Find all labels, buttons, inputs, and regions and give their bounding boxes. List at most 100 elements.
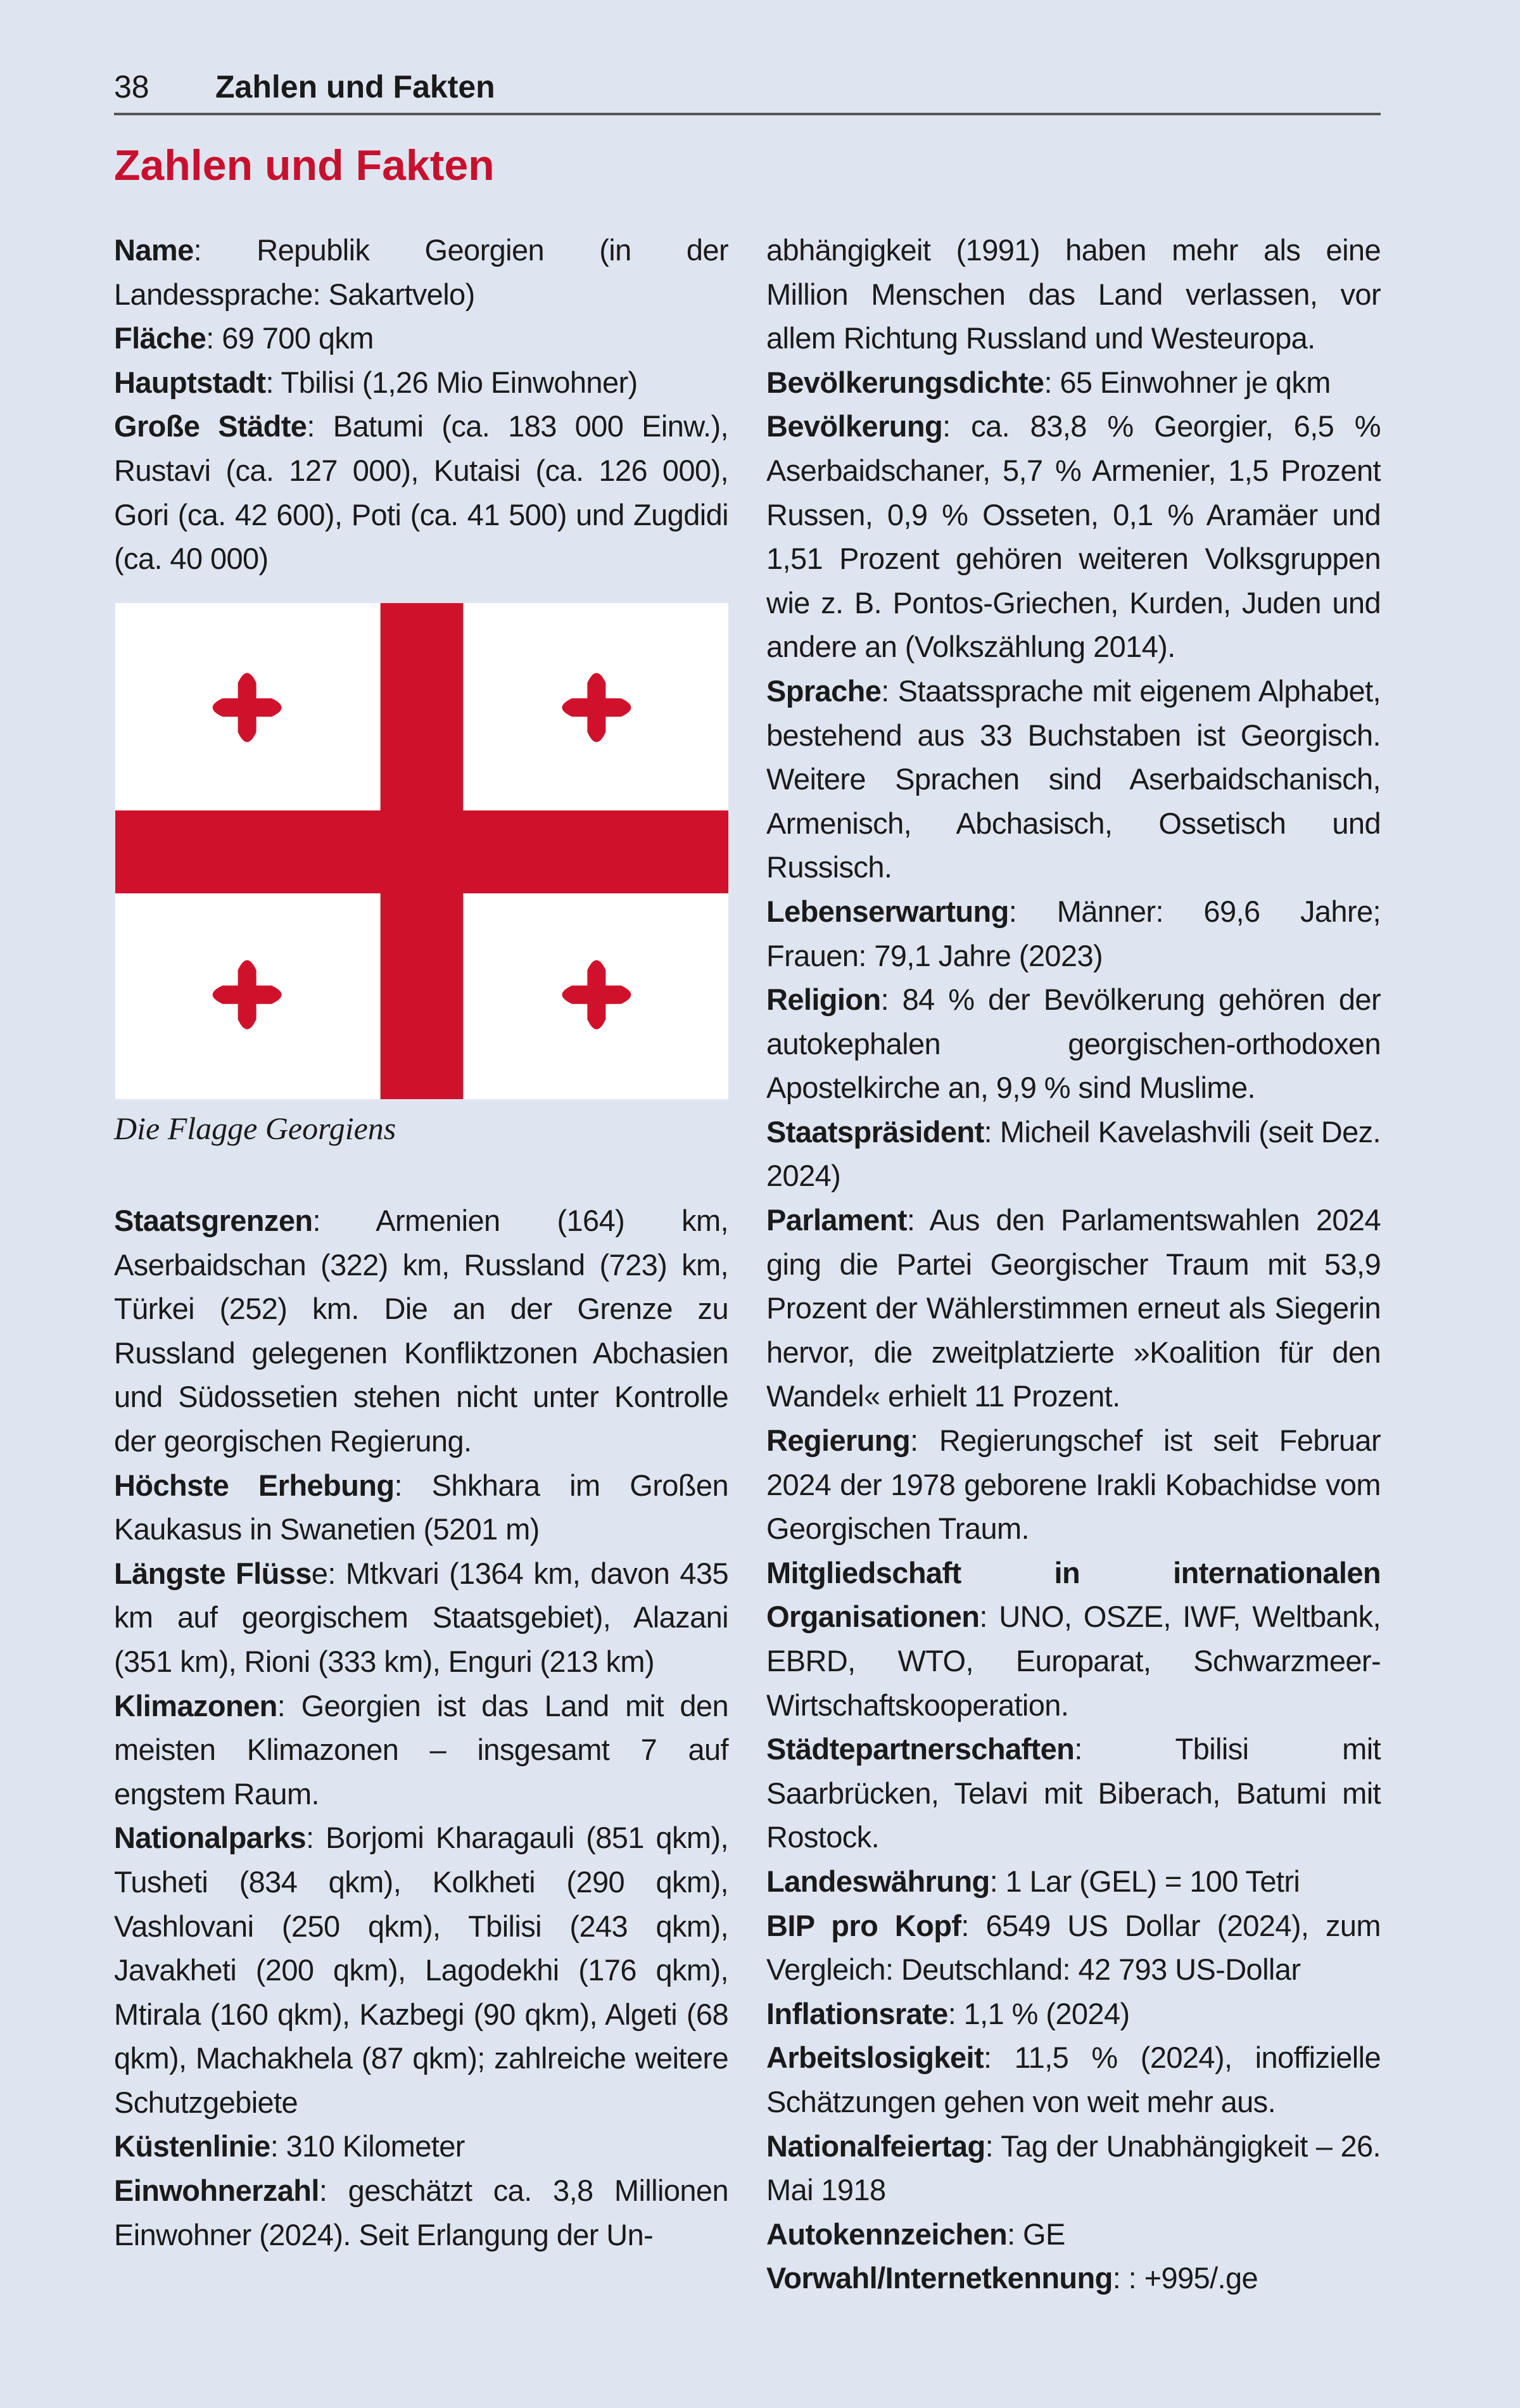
fact-text: : Tag der Unabhängigkeit – 26. Mai 1918 — [766, 2129, 1381, 2207]
fact-text: : Aus den Parlamentswahlen 2024 ging die… — [766, 1203, 1381, 1413]
fact-text: : Männer: 69,6 Jahre; Frauen: 79,1 Jahre… — [766, 894, 1381, 972]
fact-label: BIP pro Kopf — [766, 1908, 961, 1942]
fact-text: : 84 % der Bevölkerung gehören der autok… — [766, 983, 1381, 1105]
running-header: 38 Zahlen und Fakten — [114, 68, 1381, 115]
fact-text: : UNO, OSZE, IWF, Weltbank, EBRD, WTO, E… — [766, 1600, 1381, 1722]
fact-text: : 69 700 qkm — [206, 321, 374, 355]
fact-entry: Bevölkerungsdichte: 65 Einwohner je qkm — [766, 360, 1381, 405]
fact-entry: Vorwahl/Internetkennung: : +995/.ge — [766, 2256, 1381, 2300]
fact-entry: Parlament: Aus den Parlamentswahlen 2024… — [766, 1198, 1381, 1418]
fact-text: : Republik Georgien (in der Landessprach… — [114, 233, 729, 311]
fact-label: Parlament — [766, 1203, 907, 1237]
fact-entry: Regierung: Regierungschef ist seit Febru… — [766, 1418, 1381, 1551]
fact-label: Klimazonen — [114, 1688, 277, 1723]
fact-text: : 1 Lar (GEL) = 100 Tetri — [989, 1864, 1300, 1898]
fact-entry: Autokennzeichen: GE — [766, 2212, 1381, 2257]
fact-label: Mitgliedschaft in internationalen Organi… — [766, 1555, 1381, 1634]
fact-label: Städtepartnerschaften — [766, 1732, 1075, 1766]
fact-text: : 65 Einwohner je qkm — [1044, 365, 1331, 399]
fact-entry: Hauptstadt: Tbilisi (1,26 Mio Einwohner) — [114, 360, 728, 405]
fact-entry: Nationalparks: Borjomi Kharagauli (851 q… — [114, 1816, 729, 2124]
fact-entry: Küstenlinie: 310 Kilometer — [114, 2124, 728, 2169]
fact-label: Bevölkerungsdichte — [766, 365, 1044, 399]
fact-text: : 6549 US Dollar (2024), zum Vergleich: … — [766, 1908, 1381, 1987]
fact-label: Längste Flüss — [114, 1556, 312, 1590]
fact-label: Bevölkerung — [766, 409, 943, 443]
page-number: 38 — [114, 69, 149, 105]
fact-label: Höchste Erhebung — [114, 1468, 395, 1502]
fact-text: : GE — [1007, 2217, 1065, 2251]
fact-entry: Längste Flüsse: Mtkvari (1364 km, davon … — [114, 1551, 729, 1684]
fact-label: Staatsgrenzen — [114, 1204, 313, 1237]
flag-small-cross — [212, 960, 282, 1029]
fact-text: : Georgien ist das Land mit den meisten … — [114, 1688, 729, 1811]
fact-label: Große Städte — [114, 409, 307, 443]
fact-text: : 11,5 % (2024), inoffizielle Schätzunge… — [766, 2041, 1381, 2118]
fact-text: : Micheil Kavelashvili (seit Dez. 2024) — [766, 1114, 1381, 1193]
fact-label: Lebenserwartung — [766, 894, 1009, 928]
fact-entry: Große Städte: Batumi (ca. 183 000 Einw.)… — [114, 404, 729, 580]
fact-label: Hauptstadt — [114, 365, 266, 399]
fact-label: Regierung — [766, 1424, 911, 1458]
fact-entry: BIP pro Kopf: 6549 US Dollar (2024), zum… — [766, 1904, 1381, 1992]
fact-label: Küstenlinie — [114, 2129, 270, 2163]
fact-entry: Höchste Erhebung: Shkhara im Großen Kauk… — [114, 1463, 729, 1551]
fact-label: Fläche — [114, 321, 206, 355]
fact-entry: Sprache: Staatssprache mit eigenem Alpha… — [766, 669, 1381, 889]
running-section-title: Zahlen und Fakten — [215, 69, 495, 105]
georgia-flag-image — [115, 603, 728, 1099]
fact-text: abhängigkeit (1991) haben mehr als eine … — [766, 233, 1381, 355]
fact-text: : Tbilisi mit Saarbrücken, Telavi mit Bi… — [766, 1732, 1381, 1854]
fact-text: : 1,1 % (2024) — [947, 1996, 1130, 2030]
fact-entry: Landeswährung: 1 Lar (GEL) = 100 Tetri — [766, 1859, 1381, 1904]
fact-entry: Bevölkerung: ca. 83,8 % Georgier, 6,5 % … — [766, 404, 1381, 669]
fact-label: Inflationsrate — [766, 1996, 948, 2030]
fact-entry: Arbeitslosigkeit: 11,5 % (2024), inoffiz… — [766, 2035, 1381, 2124]
fact-text: : geschätzt ca. 3,8 Millionen Einwohner … — [114, 2174, 729, 2252]
page-title: Zahlen und Fakten — [114, 141, 495, 189]
flag-small-cross — [212, 673, 282, 742]
fact-label: Name — [114, 233, 194, 267]
fact-text: : Borjomi Kharagauli (851 qkm), Tusheti … — [114, 1821, 729, 2119]
fact-label: Einwohnerzahl — [114, 2174, 319, 2208]
fact-text: : Armenien (164) km, Aserbaidschan (322)… — [114, 1204, 729, 1458]
fact-text: : : +995/.ge — [1112, 2261, 1258, 2295]
fact-entry: Städtepartnerschaften: Tbilisi mit Saarb… — [766, 1727, 1381, 1859]
fact-text: : ca. 83,8 % Georgier, 6,5 % Aserbaidsch… — [766, 409, 1381, 664]
fact-entry: Staatsgrenzen: Armenien (164) km, Aserba… — [114, 1199, 729, 1463]
fact-text: : Staatssprache mit eigenem Alphabet, be… — [766, 673, 1381, 884]
fact-label: Sprache — [766, 673, 882, 708]
fact-entry: Inflationsrate: 1,1 % (2024) — [766, 1992, 1381, 2036]
fact-text: : Batumi (ca. 183 000 Einw.), Rustavi (c… — [114, 409, 729, 576]
fact-text: e: Mtkvari (1364 km, davon 435 km auf ge… — [114, 1556, 729, 1678]
fact-entry: Lebenserwartung: Männer: 69,6 Jahre; Fra… — [766, 889, 1381, 978]
fact-entry: Staatspräsident: Micheil Kavelashvili (s… — [766, 1110, 1381, 1198]
flag-small-cross — [562, 673, 631, 742]
fact-text: : Regierungschef ist seit Februar 2024 d… — [766, 1424, 1381, 1546]
facts-right: abhängigkeit (1991) haben mehr als eine … — [766, 228, 1381, 2300]
flag-small-cross — [562, 960, 631, 1029]
fact-entry: Fläche: 69 700 qkm — [114, 316, 728, 360]
fact-text: : Tbilisi (1,26 Mio Einwohner) — [265, 365, 638, 399]
facts-left-top: Name: Republik Georgien (in der Landessp… — [114, 228, 729, 581]
fact-text: : 310 Kilometer — [270, 2129, 466, 2163]
flag-caption: Die Flagge Georgiens — [114, 1111, 396, 1146]
fact-entry: Name: Republik Georgien (in der Landessp… — [114, 228, 729, 316]
facts-left-bottom: Staatsgrenzen: Armenien (164) km, Aserba… — [114, 1199, 729, 2257]
fact-label: Religion — [766, 983, 881, 1017]
flag-small-crosses — [212, 673, 631, 1029]
fact-entry: Einwohnerzahl: geschätzt ca. 3,8 Million… — [114, 2169, 729, 2257]
fact-label: Autokennzeichen — [766, 2217, 1008, 2251]
fact-label: Staatspräsident — [766, 1114, 984, 1149]
fact-label: Landeswährung — [766, 1864, 990, 1898]
fact-label: Nationalparks — [114, 1821, 307, 1855]
flag-cross-horizontal — [115, 810, 728, 894]
fact-entry: abhängigkeit (1991) haben mehr als eine … — [766, 228, 1381, 360]
fact-label: Vorwahl/Internetkennung — [766, 2261, 1113, 2295]
fact-entry: Religion: 84 % der Bevölkerung gehören d… — [766, 978, 1381, 1110]
fact-label: Arbeitslosigkeit — [766, 2041, 984, 2075]
fact-entry: Nationalfeiertag: Tag der Unabhängigkeit… — [766, 2124, 1381, 2212]
fact-entry: Klimazonen: Georgien ist das Land mit de… — [114, 1684, 729, 1816]
fact-entry: Mitgliedschaft in internationalen Organi… — [766, 1551, 1381, 1727]
fact-text: : Shkhara im Großen Kaukasus in Swanetie… — [114, 1468, 729, 1546]
